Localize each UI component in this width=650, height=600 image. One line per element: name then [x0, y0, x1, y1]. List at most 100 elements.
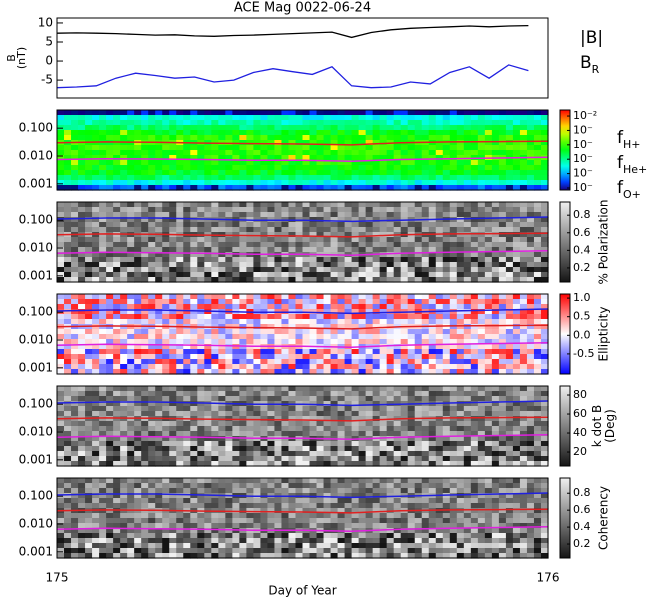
colorbar-label: k dot B	[590, 405, 604, 447]
spectrogram-cell	[78, 227, 86, 233]
spectrogram-cell	[337, 493, 346, 499]
spectrogram-cell	[330, 304, 339, 310]
spectrogram-cell	[78, 267, 86, 273]
spectrogram-cell	[169, 354, 177, 360]
spectrogram-cell	[260, 314, 269, 320]
spectrogram-cell	[85, 421, 93, 427]
spectrogram-cell	[323, 155, 332, 161]
spectrogram-cell	[323, 115, 332, 121]
spectrogram-cell	[274, 277, 283, 283]
spectrogram-cell	[218, 319, 226, 325]
spectrogram-cell	[358, 416, 367, 422]
spectrogram-cell	[463, 344, 472, 350]
spectrogram-cell	[190, 421, 198, 427]
spectrogram-cell	[197, 160, 205, 166]
spectrogram-cell	[183, 294, 191, 300]
spectrogram-cell	[302, 391, 311, 397]
spectrogram-cell	[57, 334, 65, 340]
spectrogram-cell	[106, 217, 114, 223]
spectrogram-cell	[533, 493, 542, 499]
spectrogram-cell	[393, 426, 402, 432]
spectrogram-cell	[407, 212, 416, 218]
spectrogram-cell	[365, 232, 374, 238]
legend-entry: fHe+	[617, 153, 647, 176]
spectrogram-cell	[498, 426, 507, 432]
spectrogram-cell	[274, 130, 283, 136]
spectrogram-cell	[442, 391, 451, 397]
spectrogram-cell	[477, 202, 486, 208]
spectrogram-cell	[302, 364, 311, 370]
spectrogram-cell	[463, 252, 472, 258]
legend-subscript: He+	[623, 163, 647, 176]
spectrogram-cell	[512, 110, 521, 116]
spectrogram-cell	[169, 175, 177, 181]
spectrogram-cell	[400, 145, 409, 151]
spectrogram-cell	[449, 110, 458, 116]
spectrogram-cell	[316, 232, 325, 238]
spectrogram-cell	[540, 145, 549, 151]
spectrogram-cell	[71, 483, 79, 489]
spectrogram-cell	[183, 160, 191, 166]
spectrogram-cell	[246, 262, 254, 268]
spectrogram-cell	[155, 309, 163, 315]
spectrogram-cell	[141, 451, 149, 457]
spectrogram-cell	[204, 478, 212, 484]
spectrogram-cell	[239, 426, 247, 432]
spectrogram-cell	[176, 135, 184, 141]
spectrogram-cell	[148, 145, 156, 151]
spectrogram-cell	[379, 309, 388, 315]
spectrogram-cell	[183, 329, 191, 335]
spectrogram-cell	[344, 140, 353, 146]
spectrogram-cell	[253, 110, 262, 116]
spectrogram-cell	[428, 170, 437, 176]
spectrogram-cell	[498, 207, 507, 213]
spectrogram-cell	[211, 456, 219, 462]
spectrogram-cell	[71, 272, 79, 278]
spectrogram-cell	[302, 319, 311, 325]
spectrogram-cell	[134, 180, 142, 186]
spectrogram-cell	[358, 175, 367, 181]
spectrogram-cell	[155, 262, 163, 268]
spectrogram-cell	[344, 386, 353, 392]
spectrogram-cell	[540, 304, 549, 310]
spectrogram-cell	[295, 232, 304, 238]
spectrogram-cell	[358, 431, 367, 437]
spectrogram-cell	[225, 135, 233, 141]
spectrogram-cell	[414, 344, 423, 350]
spectrogram-cell	[106, 202, 114, 208]
spectrogram-cell	[155, 110, 163, 116]
spectrogram-cell	[169, 483, 177, 489]
spectrogram-cell	[78, 349, 86, 355]
spectrogram-cell	[169, 498, 177, 504]
spectrogram-cell	[218, 120, 226, 126]
spectrogram-cell	[491, 309, 500, 315]
spectrogram-cell	[197, 277, 205, 283]
spectrogram-cell	[337, 247, 346, 253]
spectrogram-cell	[421, 431, 430, 437]
spectrogram-cell	[204, 498, 212, 504]
spectrogram-cell	[64, 391, 72, 397]
spectrogram-cell	[288, 421, 297, 427]
spectrogram-cell	[148, 369, 156, 375]
spectrogram-cell	[85, 314, 93, 320]
spectrogram-cell	[246, 150, 254, 156]
spectrogram-cell	[477, 329, 486, 335]
spectrogram-cell	[155, 202, 163, 208]
spectrogram-cell	[204, 304, 212, 310]
spectrogram-cell	[260, 391, 269, 397]
spectrogram-cell	[365, 150, 374, 156]
spectrogram-cell	[113, 130, 121, 136]
spectrogram-cell	[134, 369, 142, 375]
spectrogram-cell	[92, 237, 100, 243]
spectrogram-cell	[260, 451, 269, 457]
spectrogram-cell	[323, 431, 332, 437]
spectrogram-cell	[330, 324, 339, 330]
spectrogram-cell	[365, 386, 374, 392]
spectrogram-cell	[260, 212, 269, 218]
spectrogram-cell	[330, 319, 339, 325]
spectrogram-cell	[442, 165, 451, 171]
spectrogram-cell	[386, 334, 395, 340]
spectrogram-cell	[337, 478, 346, 484]
spectrogram-cell	[309, 242, 318, 248]
spectrogram-cell	[78, 277, 86, 283]
